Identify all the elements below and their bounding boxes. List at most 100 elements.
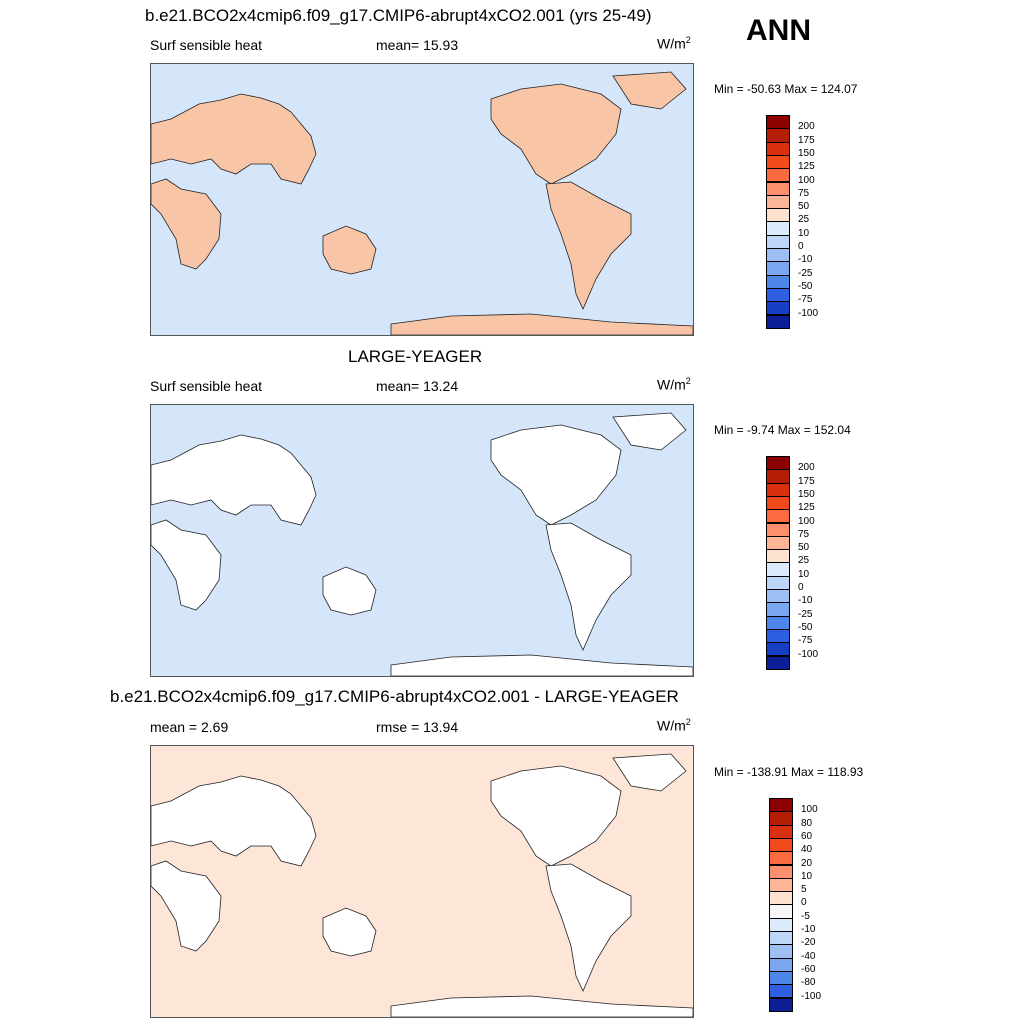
panel-3-mean-label: mean = 2.69 (150, 719, 229, 735)
colorbar-tick-label: 50 (798, 201, 810, 213)
panel-2-variable-label: Surf sensible heat (150, 378, 263, 394)
panel-3-map-svg (151, 746, 693, 1017)
colorbar-tick-label: 100 (798, 174, 815, 186)
panel-1-mean-label: mean= 15.93 (376, 37, 459, 53)
panel-1-title: b.e21.BCO2x4cmip6.f09_g17.CMIP6-abrupt4x… (145, 6, 652, 25)
colorbar-tick-label: -100 (801, 990, 822, 1002)
colorbar-tick-label: 175 (798, 134, 815, 146)
colorbar-swatch (766, 495, 790, 511)
colorbar-tick-label: -10 (798, 254, 813, 266)
colorbar-tick-label: 40 (801, 844, 813, 856)
panel-1-map (150, 63, 694, 336)
panel-2-minmax: Min = -9.74 Max = 152.04 (714, 423, 851, 437)
colorbar-tick-label: -60 (801, 963, 816, 975)
colorbar-swatch (769, 957, 793, 972)
continent-outline (545, 522, 632, 651)
colorbar-swatch (769, 970, 793, 986)
colorbar-swatch (769, 931, 793, 946)
panel-1-units: W/m2 (657, 35, 691, 52)
continent-outline (390, 313, 693, 335)
colorbar-swatch (769, 851, 793, 866)
colorbar-swatch (769, 891, 793, 906)
continent-outline (545, 863, 632, 992)
colorbar-swatch (766, 154, 790, 170)
colorbar-tick-label: 175 (798, 475, 815, 487)
continent-outline (490, 765, 622, 867)
continent-outline (490, 83, 622, 185)
colorbar-swatch (769, 944, 793, 959)
colorbar-swatch (766, 168, 790, 183)
colorbar-swatch (766, 642, 790, 657)
colorbar-swatch (766, 248, 790, 263)
colorbar-tick-label: -25 (798, 608, 813, 620)
colorbar-tick-label: 5 (801, 884, 807, 896)
colorbar-swatch (766, 301, 790, 316)
colorbar-swatch (766, 221, 790, 236)
panel-1-minmax: Min = -50.63 Max = 124.07 (714, 82, 858, 96)
colorbar-swatch (766, 482, 790, 497)
colorbar-swatch (766, 655, 790, 670)
continent-outline (151, 860, 222, 952)
panel-2-mean-label: mean= 13.24 (376, 378, 459, 394)
colorbar-tick-label: -100 (798, 648, 819, 660)
colorbar-swatch (766, 181, 790, 196)
colorbar-tick-label: 100 (798, 515, 815, 527)
panel-2-units: W/m2 (657, 376, 691, 393)
colorbar-swatch (769, 877, 793, 893)
panel-1-variable-label: Surf sensible heat (150, 37, 263, 53)
colorbar-swatch (766, 535, 790, 551)
colorbar-tick-label: -75 (798, 635, 813, 647)
colorbar-swatch (766, 128, 790, 143)
colorbar-tick-label: -100 (798, 307, 819, 319)
colorbar-swatch (766, 509, 790, 524)
colorbar-tick-label: -5 (801, 910, 810, 922)
colorbar-tick-label: 150 (798, 488, 815, 500)
colorbar-tick-label: 25 (798, 214, 810, 226)
colorbar-swatch (766, 115, 790, 130)
colorbar-tick-label: 125 (798, 502, 815, 514)
colorbar-tick-label: 0 (798, 241, 804, 252)
continent-outline (151, 93, 317, 185)
continent-outline (322, 907, 377, 957)
colorbar-swatch (766, 261, 790, 276)
colorbar-swatch (766, 602, 790, 617)
colorbar-swatch (769, 811, 793, 826)
continent-outline (612, 412, 687, 451)
colorbar-swatch (766, 562, 790, 577)
continent-outline (490, 424, 622, 526)
colorbar-tick-label: 10 (798, 568, 810, 580)
colorbar-tick-label: 200 (798, 462, 815, 474)
colorbar-tick-label: -10 (801, 924, 816, 935)
colorbar-tick-label: -50 (798, 280, 813, 292)
continent-outline (545, 181, 632, 310)
colorbar-tick-label: 75 (798, 187, 810, 199)
colorbar-tick-label: 80 (801, 817, 813, 829)
colorbar-tick-label: -20 (801, 937, 816, 949)
continent-outline (151, 775, 317, 867)
season-label: ANN (746, 14, 811, 47)
panel-3-rmse-label: rmse = 13.94 (376, 719, 459, 735)
colorbar-tick-label: -80 (801, 977, 816, 989)
continent-outline (151, 519, 222, 611)
colorbar-swatch (766, 615, 790, 630)
continent-outline (390, 654, 693, 676)
colorbar-swatch (769, 864, 793, 879)
colorbar-swatch (769, 824, 793, 839)
colorbar-swatch (766, 522, 790, 537)
continent-outline (390, 995, 693, 1017)
colorbar-tick-label: -50 (798, 621, 813, 633)
colorbar-tick-label: 100 (801, 804, 818, 816)
panel-3-minmax: Min = -138.91 Max = 118.93 (714, 765, 864, 779)
panel-3-units: W/m2 (657, 717, 691, 734)
colorbar-swatch (769, 917, 793, 932)
continent-outline (322, 225, 377, 275)
colorbar-tick-label: -75 (798, 294, 813, 306)
colorbar-tick-label: 150 (798, 147, 815, 159)
colorbar-swatch (769, 837, 793, 853)
colorbar-swatch (766, 274, 790, 289)
colorbar-tick-label: 60 (801, 830, 813, 842)
colorbar-swatch (766, 628, 790, 644)
colorbar-swatch (769, 904, 793, 919)
colorbar-swatch (766, 194, 790, 210)
continent-outline (151, 434, 317, 526)
